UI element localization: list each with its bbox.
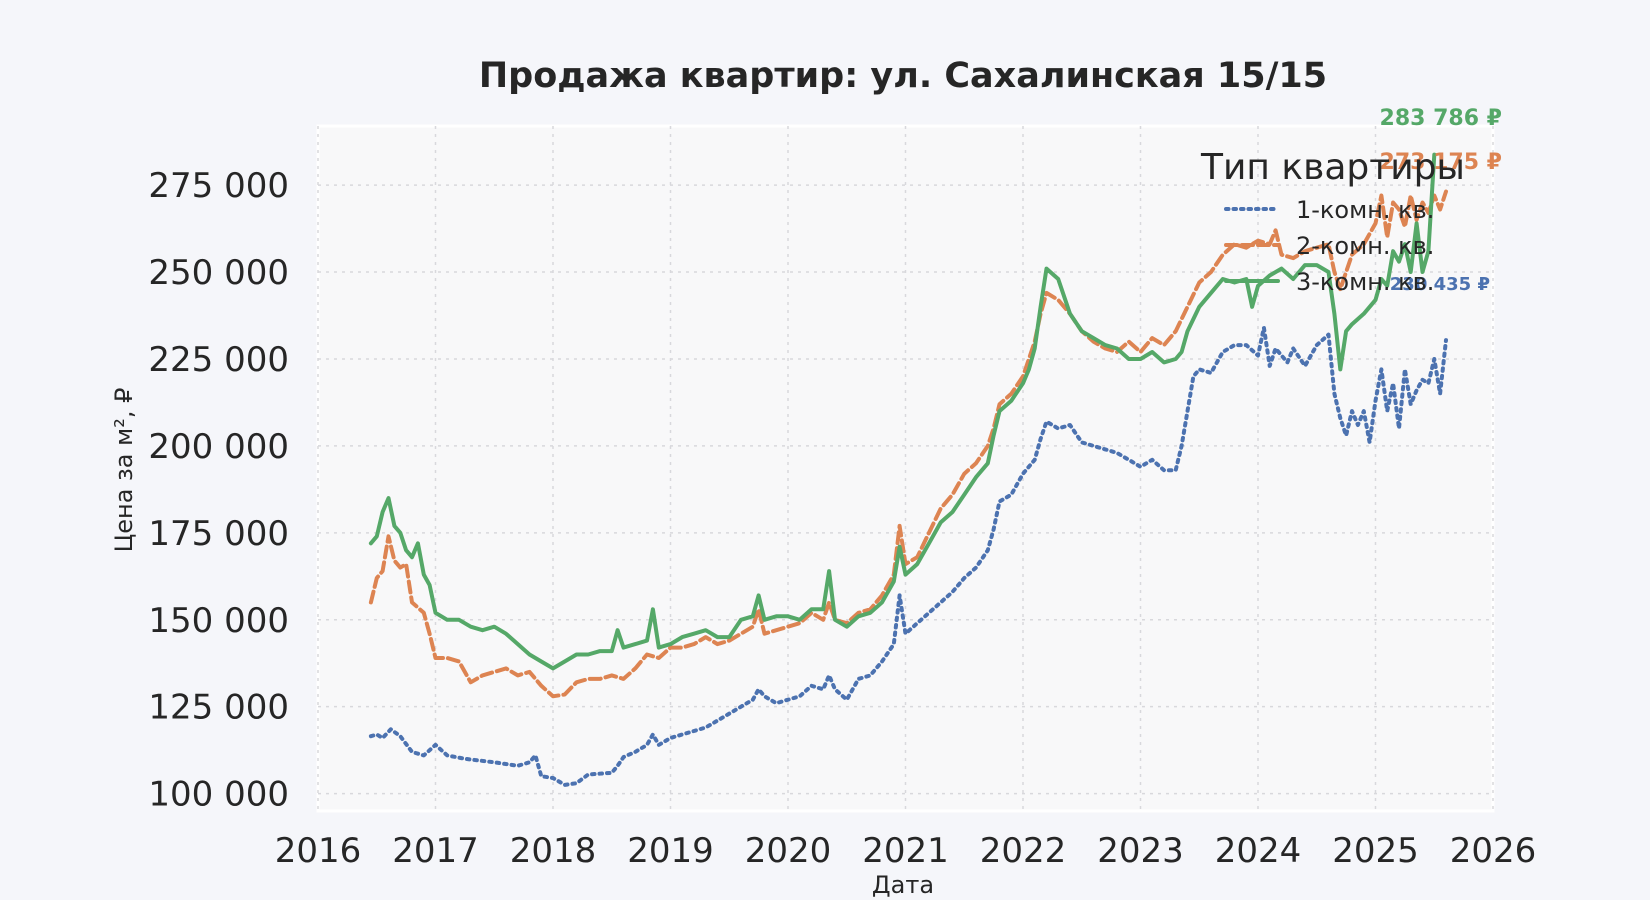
series-line [368,189,1448,699]
x-tick-label: 2017 [392,831,479,871]
series-lines [368,152,1448,787]
legend-label: 1-комн. кв. [1296,196,1434,224]
x-tick-label: 2026 [1450,831,1537,871]
y-tick-label: 125 000 [148,688,289,728]
end-labels: 230 435 ₽ 273 175 ₽ 283 786 ₽ [1380,106,1502,295]
chart-title: Продажа квартир: ул. Сахалинская 15/15 [479,56,1327,96]
legend-entries: 1-комн. кв. 2-комн. кв. 3-комн. кв. [1224,196,1434,296]
x-tick-label: 2023 [1097,831,1184,871]
legend-label: 2-комн. кв. [1296,232,1434,260]
x-tick-label: 2019 [627,831,714,871]
x-axis-label: Дата [872,871,934,899]
series-line [368,325,1448,787]
y-tick-label: 100 000 [148,775,289,815]
legend-label: 3-комн. кв. [1296,268,1434,296]
y-axis-label: Цена за м², ₽ [110,388,138,553]
series-end-label: 273 175 ₽ [1380,150,1502,175]
x-tick-label: 2024 [1215,831,1302,871]
x-tick-label: 2021 [862,831,949,871]
x-tick-label: 2025 [1332,831,1419,871]
series-end-label: 230 435 ₽ [1390,274,1490,295]
plot-area [316,124,1495,813]
legend: Тип квартиры 1-комн. кв. 2-комн. кв. 3-ком… [1200,147,1465,296]
y-tick-label: 150 000 [148,601,289,641]
y-tick-label: 250 000 [148,253,289,293]
series-end-label: 283 786 ₽ [1380,106,1502,131]
y-tick-label: 200 000 [148,427,289,467]
y-tick-label: 175 000 [148,514,289,554]
x-tick-label: 2020 [745,831,832,871]
tick-labels: 100 000 125 000 150 000 175 000 200 000 225 0… [148,166,1536,871]
x-tick-label: 2016 [275,831,362,871]
y-tick-label: 275 000 [148,166,289,206]
x-tick-label: 2022 [980,831,1067,871]
legend-title: Тип квартиры [1200,147,1465,188]
x-tick-label: 2018 [510,831,597,871]
series-line [368,152,1437,671]
y-tick-label: 225 000 [148,340,289,380]
